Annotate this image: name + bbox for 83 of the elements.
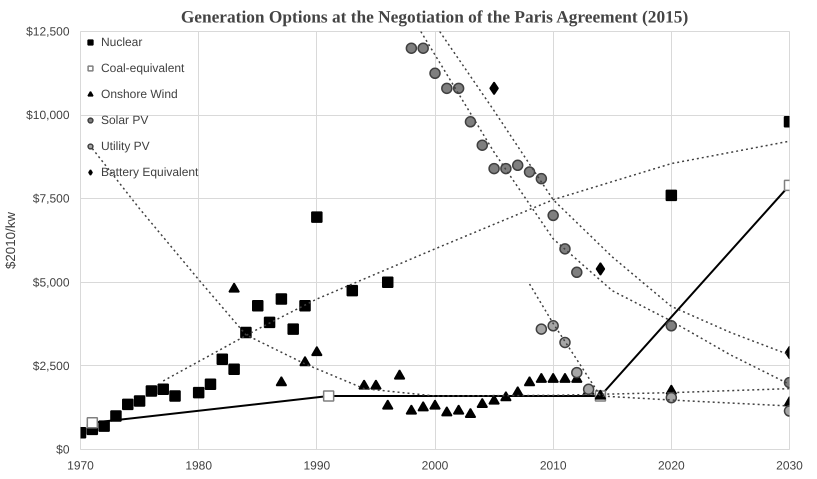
x-tick-label: 2000 <box>422 458 449 472</box>
point <box>122 398 134 410</box>
point <box>488 162 500 174</box>
y-tick-label: $5,000 <box>32 275 70 290</box>
x-tick-label: 1990 <box>303 458 331 472</box>
legend-label: Nuclear <box>101 35 142 49</box>
chart-title: Generation Options at the Negotiation of the Paris Agreement (2015) <box>180 8 688 26</box>
point <box>169 390 181 402</box>
point <box>370 379 382 390</box>
point <box>441 82 453 94</box>
y-tick-label: $7,500 <box>32 192 70 206</box>
point <box>666 190 678 202</box>
point <box>146 385 158 397</box>
point <box>192 386 204 398</box>
point <box>524 376 536 386</box>
y-tick-label: $0 <box>56 442 70 456</box>
point <box>571 366 583 378</box>
point <box>394 369 406 380</box>
point <box>276 293 288 305</box>
point <box>536 172 548 184</box>
y-tick-label: $10,000 <box>26 108 70 122</box>
point <box>358 379 370 390</box>
point <box>429 400 441 410</box>
point <box>452 82 464 94</box>
point <box>276 376 288 386</box>
point <box>489 82 499 96</box>
point <box>406 404 418 415</box>
point <box>559 243 571 255</box>
x-tick-label: 2010 <box>540 458 567 472</box>
point <box>536 372 548 383</box>
point <box>311 211 323 223</box>
y-tick-label: $12,500 <box>26 24 70 38</box>
point <box>452 404 464 415</box>
point <box>406 42 418 54</box>
point <box>571 266 583 278</box>
x-tick-label: 1980 <box>185 458 212 472</box>
point <box>287 323 299 335</box>
point <box>228 282 240 293</box>
point <box>417 401 429 412</box>
point <box>666 392 678 404</box>
point <box>464 408 476 418</box>
point <box>666 320 678 332</box>
point <box>346 284 358 296</box>
legend-label: Utility PV <box>101 139 150 153</box>
x-tick-label: 2020 <box>658 458 686 472</box>
point <box>382 276 394 288</box>
legend-label: Battery Equivalent <box>101 165 198 179</box>
point <box>228 363 240 375</box>
x-tick-label: 2030 <box>776 458 804 472</box>
point <box>500 162 512 174</box>
point <box>488 394 500 405</box>
point <box>204 378 216 390</box>
point <box>512 160 524 171</box>
legend-label: Onshore Wind <box>101 87 178 101</box>
point <box>441 406 453 416</box>
point <box>547 210 559 222</box>
point <box>536 323 548 335</box>
y-tick-label: $2,500 <box>32 358 70 373</box>
point <box>429 68 441 80</box>
point <box>500 391 512 402</box>
point <box>547 320 559 332</box>
point <box>559 372 571 383</box>
point <box>382 400 394 410</box>
y-axis-title: $2010/kw <box>3 212 18 270</box>
point <box>512 386 524 396</box>
point <box>134 395 146 407</box>
legend-label: Coal-equivalent <box>101 61 184 75</box>
point <box>311 346 323 356</box>
point <box>252 300 264 312</box>
point <box>216 353 228 365</box>
legend-label: Solar PV <box>101 113 148 127</box>
point <box>476 398 488 408</box>
point <box>476 139 488 151</box>
point <box>464 116 476 128</box>
point <box>524 166 536 178</box>
point <box>264 316 276 328</box>
point <box>559 336 571 348</box>
x-tick-label: 1970 <box>67 458 94 472</box>
point <box>299 300 311 312</box>
point <box>596 262 606 276</box>
point <box>417 42 429 54</box>
point <box>547 372 559 383</box>
point <box>157 384 169 396</box>
